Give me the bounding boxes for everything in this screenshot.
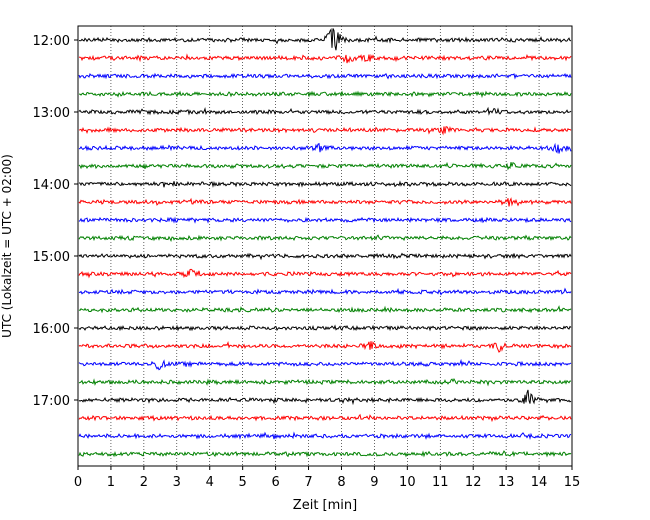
plot-frame [77, 25, 573, 467]
trace-line [78, 72, 572, 80]
x-tick-label: 2 [140, 475, 148, 490]
y-tick-label: 13:00 [33, 106, 70, 121]
trace-line [78, 180, 572, 188]
x-axis-label: Zeit [min] [293, 498, 357, 513]
y-tick-label: 17:00 [33, 394, 70, 409]
trace-line [78, 358, 572, 371]
x-tick-label: 4 [206, 475, 214, 490]
x-tick-label: 8 [337, 475, 345, 490]
x-tick-label: 13 [498, 475, 515, 490]
trace-line [78, 413, 572, 423]
y-tick-label: 14:00 [33, 178, 70, 193]
trace-line [78, 268, 572, 279]
y-axis-ticks: 12:00 13:00 14:00 15:00 16:00 17:00 [33, 34, 78, 409]
trace-group [78, 28, 572, 458]
x-axis-ticks: 0 1 2 3 4 5 6 7 8 9 10 11 12 13 14 15 [74, 466, 580, 490]
trace-line [78, 340, 572, 353]
x-tick-label: 11 [432, 475, 449, 490]
trace-line [78, 161, 572, 171]
x-tick-label: 7 [304, 475, 312, 490]
trace-line [78, 234, 572, 243]
trace-line [78, 431, 572, 440]
trace-line [78, 53, 572, 64]
x-tick-label: 6 [271, 475, 279, 490]
vertical-grid [110, 26, 540, 466]
x-tick-label: 10 [399, 475, 416, 490]
trace-line [78, 450, 572, 458]
trace-line [78, 28, 572, 51]
trace-line [78, 389, 572, 406]
y-tick-label: 16:00 [33, 322, 70, 337]
trace-line [78, 126, 572, 136]
y-tick-label: 12:00 [33, 34, 70, 49]
trace-line [78, 305, 572, 314]
x-tick-label: 5 [239, 475, 247, 490]
x-tick-label: 9 [370, 475, 378, 490]
trace-line [78, 252, 572, 261]
x-tick-label: 3 [173, 475, 181, 490]
trace-line [78, 216, 572, 224]
trace-line [78, 287, 572, 296]
x-tick-label: 12 [465, 475, 482, 490]
trace-line [78, 90, 572, 99]
trace-line [78, 324, 572, 332]
y-tick-label: 15:00 [33, 250, 70, 265]
x-tick-label: 15 [564, 475, 581, 490]
y-axis-label: UTC (Lokalzeit = UTC + 02:00) [0, 154, 14, 338]
trace-line [78, 142, 572, 154]
trace-line [78, 377, 572, 387]
trace-line [78, 106, 572, 116]
trace-line [78, 197, 572, 207]
x-tick-label: 1 [107, 475, 115, 490]
x-tick-label: 0 [74, 475, 82, 490]
x-tick-label: 14 [531, 475, 548, 490]
